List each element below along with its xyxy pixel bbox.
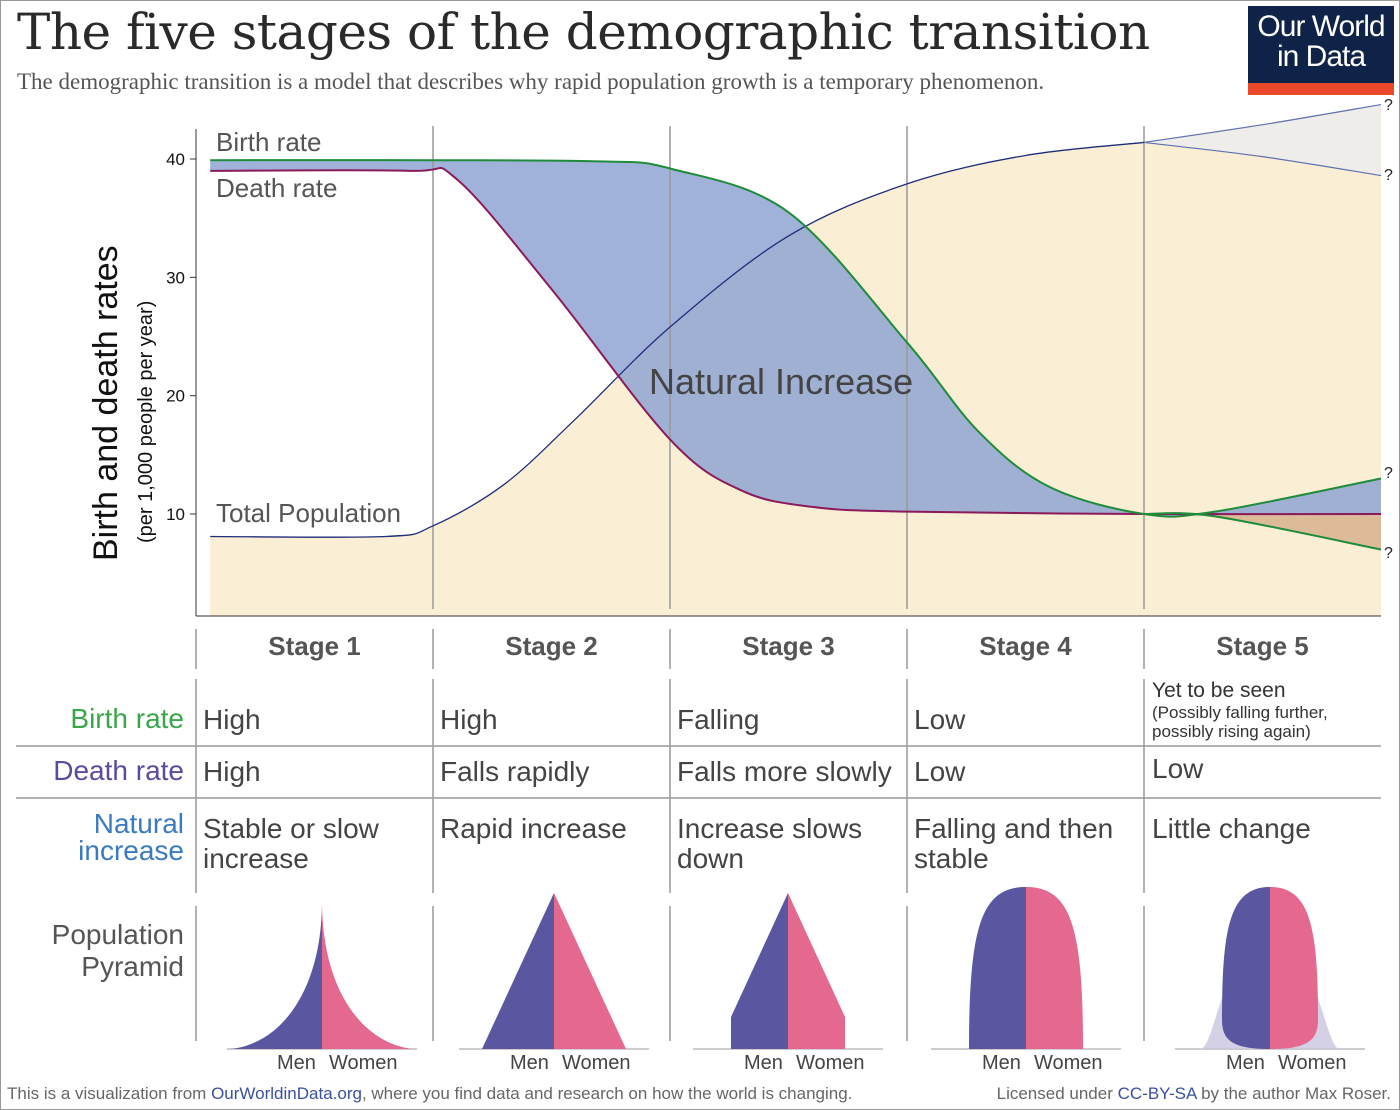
footer-text: by the author Max Roser.	[1196, 1084, 1391, 1103]
cell-birth-stage2: High	[440, 704, 498, 735]
stage-2-header: Stage 2	[505, 631, 598, 661]
cell-line: down	[677, 843, 744, 874]
row-header-line: increase	[78, 835, 184, 866]
row-header-line: Population	[51, 919, 184, 950]
natural-increase-annotation: Natural Increase	[649, 361, 914, 402]
pyramid-men	[482, 893, 554, 1049]
cell-natural-stage3: Increase slows down	[677, 814, 862, 874]
cell-natural-stage5: Little change	[1152, 814, 1311, 844]
stage-5-header: Stage 5	[1216, 631, 1309, 661]
women-label: Women	[1034, 1052, 1103, 1074]
stage-4-header: Stage 4	[979, 631, 1072, 661]
birth-rate-line	[210, 159, 1382, 518]
population-label: Total Population	[216, 498, 402, 528]
footer-source: This is a visualization from OurWorldinD…	[7, 1084, 852, 1104]
cell-line: Increase slows	[677, 813, 863, 844]
footer-license: Licensed under CC-BY-SA by the author Ma…	[997, 1084, 1391, 1104]
logo-bar	[1248, 83, 1394, 95]
uncertain-marker: ?	[1384, 97, 1393, 114]
cell-death-stage5: Low	[1152, 753, 1204, 784]
cell-natural-stage2: Rapid increase	[440, 814, 627, 844]
pyramid-men	[230, 901, 322, 1049]
row-header-death-rate: Death rate	[53, 755, 184, 786]
y-axis-sublabel: (per 1,000 people per year)	[135, 300, 157, 543]
population-low-line	[1143, 141, 1382, 177]
logo-line1: Our World	[1257, 10, 1385, 43]
logo-line2: in Data	[1276, 40, 1366, 73]
row-header-natural-increase: Natural increase	[14, 808, 184, 866]
pyramid-women	[322, 901, 414, 1049]
cell-death-stage1: High	[203, 756, 261, 787]
women-label: Women	[796, 1052, 865, 1074]
pyramid-women	[1026, 887, 1083, 1049]
footer-text: This is a visualization from	[7, 1084, 212, 1103]
stage-1-header: Stage 1	[268, 631, 361, 661]
men-label: Men	[277, 1052, 316, 1074]
population-uncertain-area	[1144, 104, 1381, 176]
men-label: Men	[982, 1052, 1021, 1074]
owid-link[interactable]: OurWorldinData.org	[211, 1084, 362, 1103]
cell-birth-stage3: Falling	[677, 704, 760, 735]
death-rate-line	[210, 167, 1382, 516]
owid-logo[interactable]: Our World in Data	[1248, 6, 1394, 95]
cell-birth-stage5: Yet to be seen	[1152, 679, 1286, 702]
natural-increase-area	[210, 160, 1382, 517]
cell-death-stage3: Falls more slowly	[677, 756, 892, 787]
population-line	[210, 141, 1145, 538]
uncertain-marker: ?	[1384, 167, 1393, 184]
cell-natural-stage1: Stable or slow increase	[203, 814, 379, 874]
cell-line: Rapid increase	[440, 813, 627, 844]
cell-birth-stage4: Low	[914, 704, 966, 735]
women-label: Women	[1278, 1052, 1347, 1074]
subtitle: The demographic transition is a model th…	[17, 69, 1045, 94]
pyramid-men	[969, 887, 1026, 1049]
y-axis-label: Birth and death rates	[87, 245, 125, 561]
pyramid-women	[1270, 887, 1318, 1049]
license-link[interactable]: CC-BY-SA	[1117, 1084, 1197, 1103]
men-label: Men	[510, 1052, 549, 1074]
title: The five stages of the demographic trans…	[17, 3, 1150, 61]
footer-text: Licensed under	[996, 1084, 1118, 1103]
uncertain-marker: ?	[1384, 465, 1393, 482]
cell-natural-stage4: Falling and then stable	[914, 814, 1113, 874]
population-high-line	[1143, 103, 1382, 144]
footer-text: , where you find data and research on ho…	[361, 1084, 853, 1103]
row-header-population-pyramid: Population Pyramid	[14, 919, 184, 983]
men-label: Men	[1226, 1052, 1265, 1074]
cell-line: Stable or slow	[203, 813, 379, 844]
y-tick-label: 30	[166, 268, 185, 287]
cell-birth-stage1: High	[203, 704, 261, 735]
birth-rate-label: Birth rate	[216, 127, 322, 157]
cell-death-stage4: Low	[914, 756, 966, 787]
cell-line: Little change	[1152, 813, 1311, 844]
pyramid-women	[788, 893, 845, 1049]
stage-3-header: Stage 3	[742, 631, 835, 661]
pyramid-men	[731, 893, 788, 1049]
row-header-birth-rate: Birth rate	[70, 703, 184, 734]
birth-rate-low-line	[1143, 512, 1382, 551]
men-label: Men	[744, 1052, 783, 1074]
cell-line: Falling and then	[914, 813, 1114, 844]
y-tick-label: 10	[166, 505, 185, 524]
women-label: Women	[562, 1052, 631, 1074]
row-header-line: Pyramid	[81, 951, 184, 982]
cell-line: stable	[914, 843, 989, 874]
death-rate-label: Death rate	[216, 173, 338, 203]
pyramid-women	[554, 893, 626, 1049]
y-tick-label: 20	[166, 387, 185, 406]
row-header-line: Natural	[93, 808, 184, 839]
pyramid-men	[1222, 887, 1270, 1049]
women-label: Women	[329, 1052, 398, 1074]
uncertain-marker: ?	[1384, 545, 1393, 562]
cell-line: increase	[203, 843, 309, 874]
natural-decrease-area	[1144, 513, 1381, 550]
y-tick-label: 40	[166, 150, 185, 169]
cell-birth-stage5-note: (Possibly falling further, possibly risi…	[1152, 703, 1328, 741]
cell-death-stage2: Falls rapidly	[440, 756, 590, 787]
